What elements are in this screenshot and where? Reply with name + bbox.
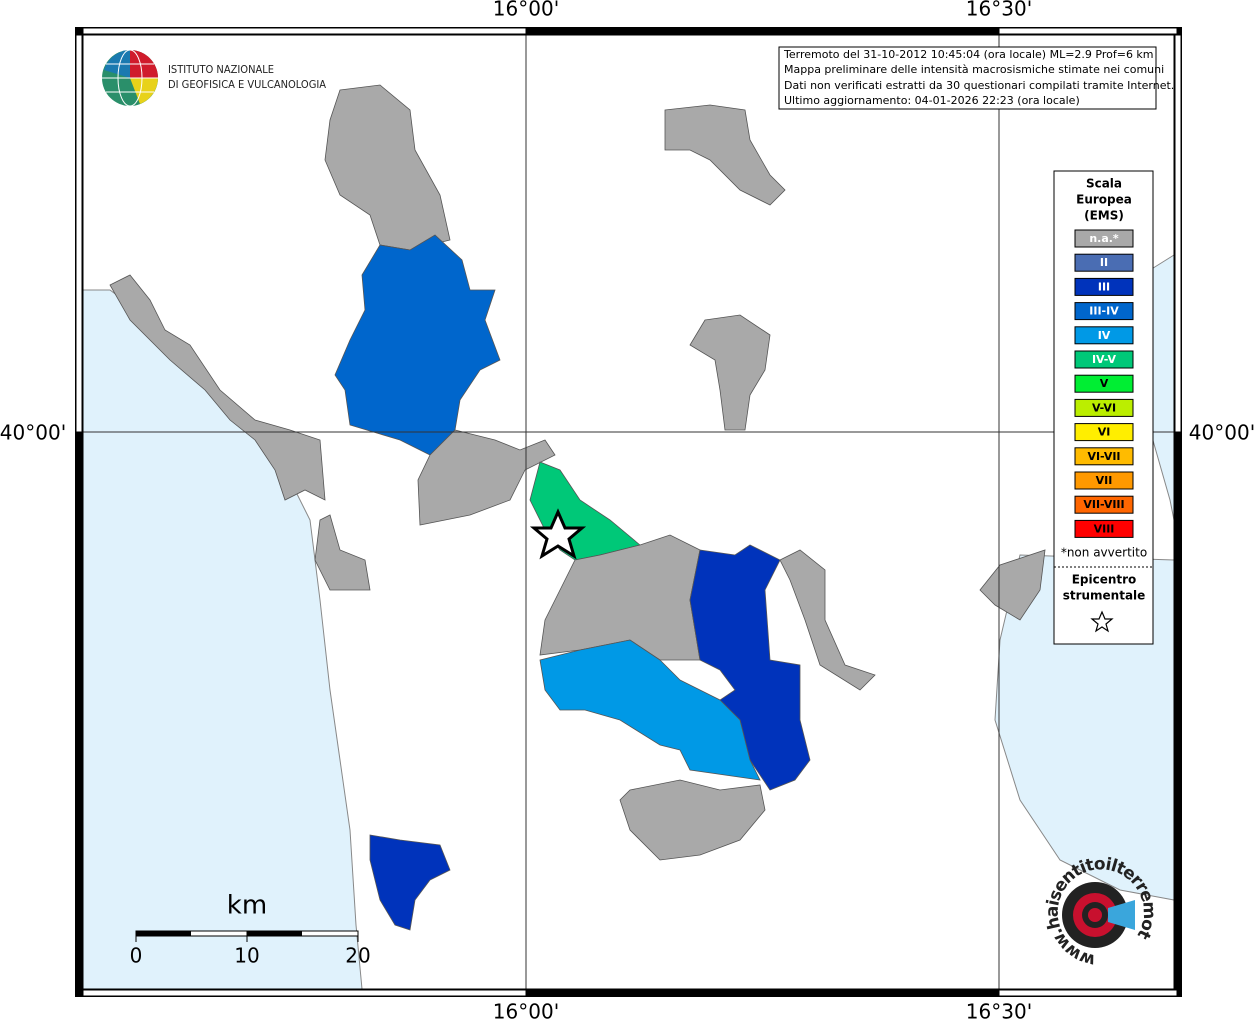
logo-text: DI GEOFISICA E VULCANOLOGIA	[168, 78, 326, 91]
legend-label: IV-V	[1092, 353, 1117, 366]
info-line: Ultimo aggiornamento: 04-01-2026 22:23 (…	[784, 94, 1080, 107]
legend-label: VI-VII	[1087, 450, 1120, 463]
legend-swatch	[1074, 229, 1134, 248]
legend-title: (EMS)	[1084, 209, 1124, 223]
municipality	[979, 549, 1046, 621]
municipality	[664, 104, 786, 206]
coordinate-label: 40°00'	[0, 421, 66, 445]
legend-swatch	[1074, 374, 1134, 393]
municipality	[689, 314, 771, 431]
legend-note: *non avvertito	[1061, 546, 1147, 560]
coordinate-label: 16°00'	[493, 0, 559, 21]
frame	[75, 27, 1182, 997]
legend-title: Scala	[1086, 177, 1122, 191]
municipalities	[109, 84, 1046, 931]
legend-label: VII	[1096, 474, 1113, 487]
legend-swatch	[1074, 447, 1134, 466]
legend-swatch	[1074, 423, 1134, 442]
legend-label: III	[1098, 280, 1110, 293]
coordinate-label: 16°30'	[966, 0, 1032, 21]
legend-label: VI	[1098, 426, 1111, 439]
scale-bar: km 0 10 20	[130, 891, 371, 968]
scale-tick: 20	[345, 944, 370, 968]
legend-swatch	[1074, 253, 1134, 272]
coordinate-label: 16°30'	[966, 1000, 1032, 1024]
legend-label: IV	[1098, 329, 1111, 342]
legend-label: n.a.*	[1089, 232, 1119, 245]
info-line: Dati non verificati estratti da 30 quest…	[784, 79, 1174, 92]
municipality	[314, 514, 371, 591]
coordinate-label: 16°00'	[493, 1000, 559, 1024]
municipality	[539, 639, 761, 781]
municipality	[334, 234, 501, 456]
legend-swatch	[1074, 495, 1134, 514]
municipality	[109, 274, 326, 501]
municipality	[417, 429, 556, 526]
scale-tick: 10	[234, 944, 259, 968]
legend-swatch	[1074, 350, 1134, 369]
legend-swatch	[1074, 277, 1134, 296]
logo-text: ISTITUTO NAZIONALE	[168, 63, 274, 76]
legend-label: VIII	[1094, 522, 1115, 535]
municipality	[369, 834, 451, 931]
legend-star	[1090, 610, 1114, 633]
legend-label: VII-VIII	[1083, 498, 1124, 511]
coordinate-label: 40°00'	[1189, 421, 1255, 445]
municipality	[779, 549, 876, 691]
info-box	[778, 46, 1157, 110]
legend-label: V-VI	[1092, 401, 1116, 414]
municipality	[619, 779, 766, 861]
legend-label: V	[1100, 377, 1109, 390]
info-line: Terremoto del 31-10-2012 10:45:04 (ora l…	[783, 48, 1154, 61]
info-line: Mappa preliminare delle intensità macros…	[784, 63, 1164, 76]
epicenter-star	[529, 508, 587, 560]
legend: ScalaEuropea(EMS)n.a.*IIIIIIII-IVIVIV-VV…	[1053, 170, 1154, 645]
scale-unit: km	[227, 891, 267, 921]
legend-swatch	[1074, 302, 1134, 321]
institute-logo: ISTITUTO NAZIONALE DI GEOFISICA E VULCAN…	[102, 49, 326, 107]
legend-title: Europea	[1076, 193, 1132, 207]
legend-label: II	[1100, 256, 1108, 269]
municipality	[539, 534, 701, 661]
legend-swatch	[1074, 519, 1134, 538]
graticule	[83, 35, 1174, 989]
scale-tick: 0	[130, 944, 143, 968]
legend-swatch	[1074, 471, 1134, 490]
legend-swatch	[1074, 326, 1134, 345]
legend-label: III-IV	[1089, 305, 1119, 318]
legend-epicenter: Epicentro	[1072, 573, 1137, 587]
legend-swatch	[1074, 398, 1134, 417]
legend-epicenter: strumentale	[1063, 589, 1146, 603]
